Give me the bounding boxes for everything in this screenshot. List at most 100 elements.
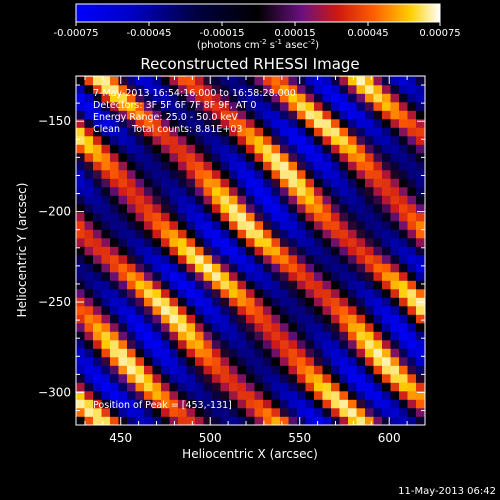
heatmap-cell [424, 289, 425, 298]
heatmap-cell [161, 153, 170, 162]
heatmap-cell [390, 331, 400, 341]
heatmap-cell [135, 195, 145, 205]
heatmap-cell [195, 306, 204, 315]
heatmap-cell [297, 127, 306, 137]
heatmap-cell [212, 399, 221, 409]
heatmap-cell [288, 323, 298, 332]
heatmap-cell [118, 127, 128, 137]
heatmap-cell [169, 212, 179, 222]
heatmap-cell [144, 374, 153, 383]
heatmap-cell [390, 340, 400, 349]
heatmap-cell [254, 229, 264, 239]
heatmap-cell [373, 212, 383, 222]
heatmap-cell [195, 289, 204, 298]
heatmap-cell [305, 85, 315, 94]
heatmap-cell [280, 119, 289, 128]
heatmap-cell [178, 314, 187, 324]
heatmap-cell [118, 331, 128, 341]
heatmap-cell [229, 127, 238, 137]
heatmap-cell [237, 382, 247, 392]
heatmap-cell [365, 306, 374, 315]
heatmap-cell [169, 93, 179, 103]
heatmap-cell [237, 212, 247, 222]
heatmap-cell [178, 119, 187, 128]
heatmap-cell [127, 110, 136, 120]
heatmap-cell [144, 93, 153, 103]
heatmap-cell [365, 272, 374, 281]
heatmap-cell [178, 136, 187, 145]
heatmap-cell [135, 246, 145, 256]
heatmap-cell [416, 348, 425, 358]
heatmap-cell [305, 76, 315, 86]
heatmap-cell [178, 204, 187, 213]
heatmap-cell [331, 272, 340, 281]
heatmap-cell [407, 85, 417, 94]
heatmap-cell [382, 195, 391, 205]
heatmap-cell [186, 289, 196, 298]
heatmap-cell [76, 102, 85, 111]
heatmap-cell [152, 331, 162, 341]
heatmap-cell [314, 340, 323, 349]
heatmap-cell [135, 374, 145, 383]
heatmap-cell [416, 272, 425, 281]
heatmap-cell [271, 306, 281, 315]
heatmap-cell [407, 76, 417, 86]
heatmap-cell [203, 93, 213, 103]
heatmap-cell [110, 272, 119, 281]
heatmap-cell [169, 144, 179, 154]
heatmap-cell [331, 93, 340, 103]
heatmap-cell [152, 170, 162, 179]
heatmap-cell [407, 136, 417, 145]
heatmap-cell [305, 357, 315, 366]
heatmap-cell [305, 272, 315, 281]
heatmap-cell [186, 391, 196, 400]
heatmap-cell [356, 416, 366, 425]
heatmap-cell [356, 272, 366, 281]
heatmap-cell [237, 374, 247, 383]
heatmap-cell [348, 85, 357, 94]
heatmap-cell [135, 272, 145, 281]
heatmap-cell [339, 195, 349, 205]
heatmap-cell [127, 93, 136, 103]
heatmap-cell [110, 246, 119, 256]
heatmap-cell [186, 144, 196, 154]
heatmap-cell [127, 382, 136, 392]
heatmap-cell [322, 229, 332, 239]
heatmap-cell [93, 263, 102, 273]
heatmap-cell [152, 323, 162, 332]
heatmap-cell [263, 357, 272, 366]
heatmap-cell [76, 399, 85, 409]
heatmap-cell [263, 289, 272, 298]
heatmap-cell [118, 110, 128, 120]
heatmap-cell [135, 391, 145, 400]
heatmap-cell [348, 93, 357, 103]
heatmap-cell [331, 314, 340, 324]
heatmap-cell [390, 323, 400, 332]
heatmap-cell [416, 399, 425, 409]
heatmap-cell [399, 255, 408, 264]
heatmap-cell [339, 204, 349, 213]
heatmap-cell [135, 365, 145, 375]
heatmap-cell [356, 255, 366, 264]
y-axis-label: Heliocentric Y (arcsec) [15, 183, 29, 318]
heatmap-cell [203, 195, 213, 205]
heatmap-cell [305, 280, 315, 290]
heatmap-cell [203, 297, 213, 307]
heatmap-cell [399, 127, 408, 137]
heatmap-cell [84, 127, 94, 137]
heatmap-cell [161, 127, 170, 137]
heatmap-cell [348, 212, 357, 222]
heatmap-cell [331, 238, 340, 247]
heatmap-cell [169, 331, 179, 341]
heatmap-cell [152, 178, 162, 188]
heatmap-cell [178, 221, 187, 230]
heatmap-cell [399, 357, 408, 366]
heatmap-cell [144, 323, 153, 332]
heatmap-cell [229, 153, 238, 162]
heatmap-cell [424, 357, 425, 366]
heatmap-cell [382, 289, 391, 298]
heatmap-cell [424, 408, 425, 417]
heatmap-cell [229, 178, 238, 188]
heatmap-cell [339, 102, 349, 111]
